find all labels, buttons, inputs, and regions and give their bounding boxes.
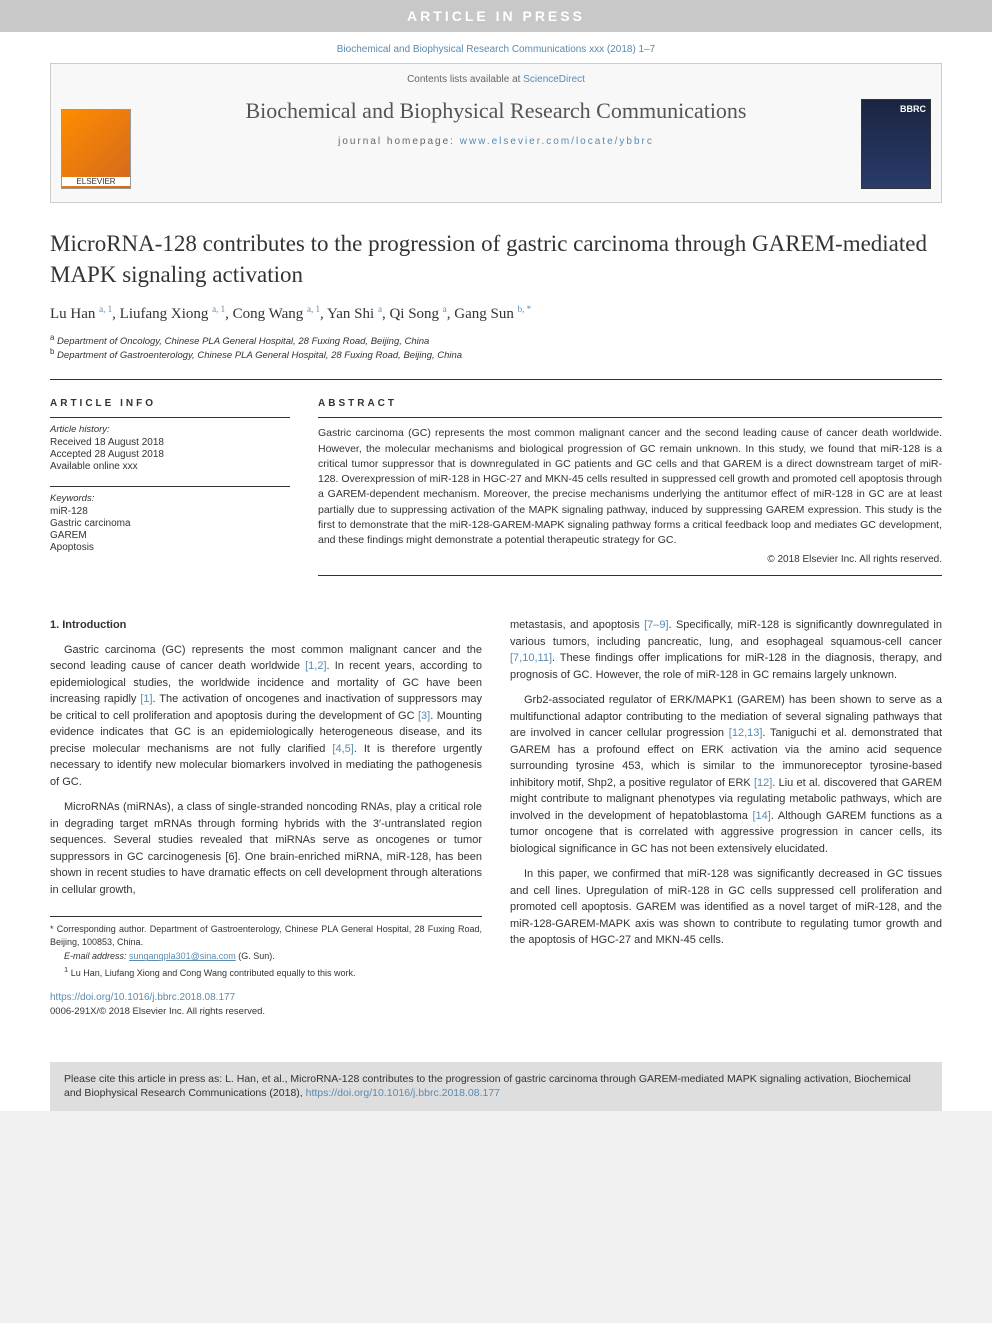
keywords-head: Keywords: xyxy=(50,493,290,504)
corresponding-author: * Corresponding author. Department of Ga… xyxy=(50,923,482,948)
citation-line: Biochemical and Biophysical Research Com… xyxy=(0,32,992,63)
keyword: Apoptosis xyxy=(50,542,290,553)
affiliation-b: Department of Gastroenterology, Chinese … xyxy=(57,350,462,361)
body-para: In this paper, we confirmed that miR-128… xyxy=(510,866,942,949)
keyword: Gastric carcinoma xyxy=(50,518,290,529)
abstract-head: ABSTRACT xyxy=(318,398,942,409)
equal-contrib: Lu Han, Liufang Xiong and Cong Wang cont… xyxy=(71,968,356,978)
journal-cover-thumb[interactable] xyxy=(861,99,931,189)
history-head: Article history: xyxy=(50,424,290,435)
abstract: ABSTRACT Gastric carcinoma (GC) represen… xyxy=(318,398,942,582)
received-date: Received 18 August 2018 xyxy=(50,437,290,448)
article-info: ARTICLE INFO Article history: Received 1… xyxy=(50,398,290,582)
doi-link[interactable]: https://doi.org/10.1016/j.bbrc.2018.08.1… xyxy=(50,992,235,1003)
homepage-link[interactable]: www.elsevier.com/locate/ybbrc xyxy=(460,136,654,147)
issn-copyright: 0006-291X/© 2018 Elsevier Inc. All right… xyxy=(50,1005,482,1019)
online-date: Available online xxx xyxy=(50,461,290,472)
abstract-text: Gastric carcinoma (GC) represents the mo… xyxy=(318,426,942,548)
body-column-right: metastasis, and apoptosis [7–9]. Specifi… xyxy=(510,617,942,1019)
homepage-prefix: journal homepage: xyxy=(338,136,460,147)
sciencedirect-link[interactable]: ScienceDirect xyxy=(523,74,585,85)
body-para: Gastric carcinoma (GC) represents the mo… xyxy=(50,642,482,791)
body-para: Grb2-associated regulator of ERK/MAPK1 (… xyxy=(510,692,942,857)
sciencedirect-line: Contents lists available at ScienceDirec… xyxy=(51,64,941,90)
journal-name: Biochemical and Biophysical Research Com… xyxy=(51,90,941,136)
body-para: metastasis, and apoptosis [7–9]. Specifi… xyxy=(510,617,942,683)
keyword: GAREM xyxy=(50,530,290,541)
divider xyxy=(50,379,942,380)
email-label: E-mail address: xyxy=(64,951,129,961)
email-suffix: (G. Sun). xyxy=(236,951,275,961)
affiliation-a: Department of Oncology, Chinese PLA Gene… xyxy=(57,336,429,347)
body-para: MicroRNAs (miRNAs), a class of single-st… xyxy=(50,799,482,898)
sd-prefix: Contents lists available at xyxy=(407,74,523,85)
accepted-date: Accepted 28 August 2018 xyxy=(50,449,290,460)
email-link[interactable]: sungangpla301@sina.com xyxy=(129,951,236,961)
elsevier-logo[interactable] xyxy=(61,109,131,189)
section-head-intro: 1. Introduction xyxy=(50,617,482,634)
homepage-line: journal homepage: www.elsevier.com/locat… xyxy=(51,136,941,157)
abstract-copyright: © 2018 Elsevier Inc. All rights reserved… xyxy=(318,554,942,565)
press-banner: ARTICLE IN PRESS xyxy=(0,0,992,32)
article-title: MicroRNA-128 contributes to the progress… xyxy=(50,228,942,290)
footnotes: * Corresponding author. Department of Ga… xyxy=(50,916,482,979)
authors: Lu Han a, 1, Liufang Xiong a, 1, Cong Wa… xyxy=(50,304,942,323)
affiliations: a Department of Oncology, Chinese PLA Ge… xyxy=(50,333,942,361)
journal-header: Contents lists available at ScienceDirec… xyxy=(50,63,942,203)
article-info-head: ARTICLE INFO xyxy=(50,398,290,409)
keyword: miR-128 xyxy=(50,506,290,517)
body-column-left: 1. Introduction Gastric carcinoma (GC) r… xyxy=(50,617,482,1019)
cite-box: Please cite this article in press as: L.… xyxy=(50,1062,942,1111)
